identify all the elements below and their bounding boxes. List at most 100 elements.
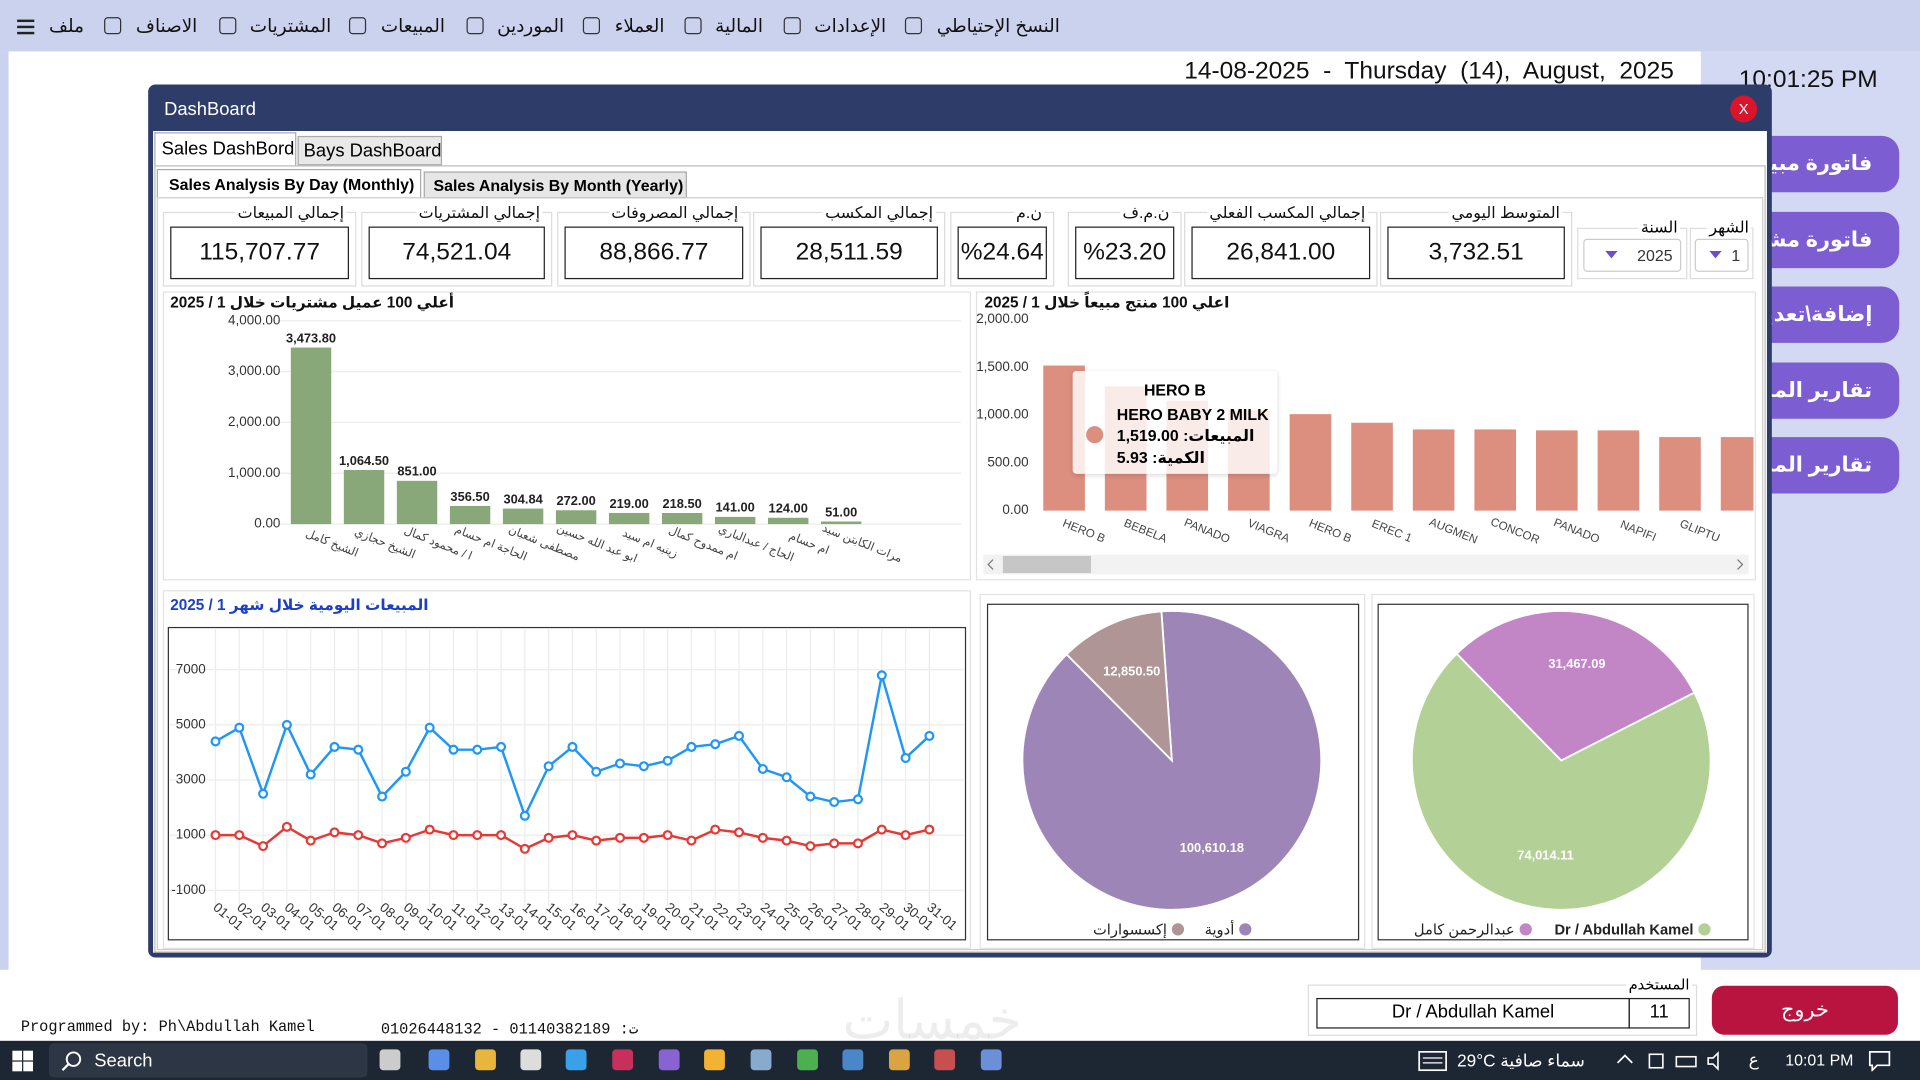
x-tick-label: PANADO [1182, 516, 1232, 546]
notifications[interactable] [1868, 1050, 1891, 1072]
filter-frame [1577, 227, 1688, 280]
kpi-value: 26,841.00 [1191, 226, 1371, 280]
tray-chevron[interactable] [1616, 1053, 1633, 1065]
series-point [281, 719, 292, 730]
x-tick-label: CONCOR [1489, 515, 1542, 546]
taskbar-app[interactable] [980, 1049, 1002, 1071]
series-point [543, 832, 554, 843]
y-tick-label: -1000 [171, 882, 205, 897]
x-tick-label: GLIPTU [1678, 517, 1722, 545]
menu-item[interactable]: الاصناف [135, 15, 198, 37]
legend-entry: Dr / Abdullah Kamel [1554, 922, 1693, 938]
pie-label: 100,610.18 [1180, 840, 1244, 855]
pie-frame [986, 603, 1360, 941]
credit: Programmed by: Ph\Abdullah Kamel [20, 1018, 315, 1036]
menu-item[interactable]: المشتريات [249, 15, 332, 37]
taskbar-app[interactable] [888, 1049, 910, 1071]
subtab[interactable]: Sales Analysis By Day (Monthly) [156, 168, 422, 199]
scrollbar[interactable] [983, 554, 1749, 575]
close-button[interactable]: X [1730, 95, 1758, 123]
chart-panel [162, 590, 972, 949]
series-point [591, 766, 602, 777]
side-button[interactable]: فاتورة مبيع [1751, 135, 1900, 193]
x-tick-label: HERO B [1307, 517, 1353, 546]
exit-button[interactable]: خروج [1711, 985, 1898, 1035]
legend-marker [1698, 923, 1711, 936]
taskbar-app[interactable] [612, 1049, 634, 1071]
legend-marker [1519, 923, 1532, 936]
phones: 01026448132 - 01140382189 :ت [380, 1021, 639, 1039]
scrollbar-thumb[interactable] [1002, 555, 1092, 574]
taskbar-app[interactable] [842, 1049, 864, 1071]
bar [661, 512, 703, 525]
series-point [638, 832, 649, 843]
taskbar-app[interactable] [658, 1049, 680, 1071]
search-box[interactable] [48, 1043, 368, 1078]
month-dropdown[interactable] [1694, 238, 1749, 272]
data-label: 1,064.50 [339, 453, 389, 468]
series-point [519, 810, 530, 821]
series-point [662, 830, 673, 841]
series-point [757, 763, 768, 774]
bar [555, 510, 597, 525]
menu-item[interactable]: المبيعات [380, 15, 445, 37]
series-point [400, 832, 411, 843]
series-point [615, 832, 626, 843]
menu-item[interactable]: العملاء [614, 15, 665, 37]
menu-item[interactable]: الموردين [497, 15, 565, 37]
taskbar-app[interactable] [750, 1049, 772, 1071]
bar [1412, 429, 1455, 511]
y-tick-label: 3,000.00 [228, 363, 280, 378]
side-button[interactable]: تقارير المشتر [1751, 437, 1900, 494]
taskbar-app[interactable] [565, 1049, 587, 1071]
series-point [400, 766, 411, 777]
menu-icon [783, 17, 801, 35]
taskbar-app[interactable] [379, 1049, 401, 1071]
legend-marker [1239, 923, 1252, 936]
tray-time[interactable]: 10:01 PM [1785, 1050, 1854, 1069]
menu-item[interactable]: المالية [715, 15, 764, 37]
data-label: 272.00 [556, 493, 595, 508]
x-tick-label: PANADO [1552, 516, 1602, 546]
tray-icons[interactable] [1647, 1051, 1733, 1072]
kpi-value: %23.20 [1075, 226, 1175, 280]
menu-icon [104, 17, 122, 35]
series-point [924, 824, 935, 835]
chart-title: المبيعات اليومية خلال شهر 1 / 2025 [170, 596, 429, 614]
year-dropdown[interactable] [1583, 238, 1682, 272]
taskbar-app[interactable] [475, 1049, 496, 1071]
menu-item[interactable]: ملف [48, 15, 84, 37]
dropdown-arrow [1605, 251, 1618, 259]
taskbar-app[interactable] [934, 1049, 956, 1071]
taskbar-app[interactable] [520, 1049, 542, 1071]
side-button[interactable]: فاتورة مشتر [1751, 211, 1900, 269]
input-language[interactable]: ع [1748, 1049, 1759, 1069]
weather-icon [1418, 1050, 1447, 1072]
weather[interactable]: 29°C سماء صافية [1457, 1050, 1585, 1071]
side-button[interactable]: إضافة\تعديل [1751, 286, 1900, 343]
menu-icon [466, 17, 484, 35]
series-point [353, 830, 364, 841]
search-text[interactable]: Search [94, 1050, 153, 1072]
menu-hamburger[interactable] [16, 17, 38, 37]
side-button[interactable]: تقارير المبيع [1751, 362, 1900, 419]
x-tick-label: مرات الكابتن سيد [820, 521, 904, 566]
series-point [496, 830, 507, 841]
menu-icon [582, 17, 600, 35]
taskbar-app[interactable] [797, 1049, 818, 1071]
menu-item[interactable]: النسخ الإحتياطي [936, 15, 1060, 37]
dropdown-arrow [1709, 251, 1722, 259]
legend-entry: إكسسوارات [1093, 922, 1167, 938]
start-button[interactable] [12, 1050, 34, 1072]
tab[interactable]: Sales DashBord [154, 132, 297, 166]
legend-marker [1171, 923, 1185, 936]
taskbar-app[interactable] [428, 1049, 450, 1071]
series-point [852, 838, 864, 849]
series-point [924, 730, 935, 741]
tab[interactable]: Bays DashBoard [297, 135, 443, 166]
series-point [496, 741, 507, 752]
series-point [472, 830, 483, 841]
taskbar-app[interactable] [704, 1049, 725, 1071]
menu-item[interactable]: الإعدادات [814, 15, 887, 37]
series-point [805, 791, 816, 802]
